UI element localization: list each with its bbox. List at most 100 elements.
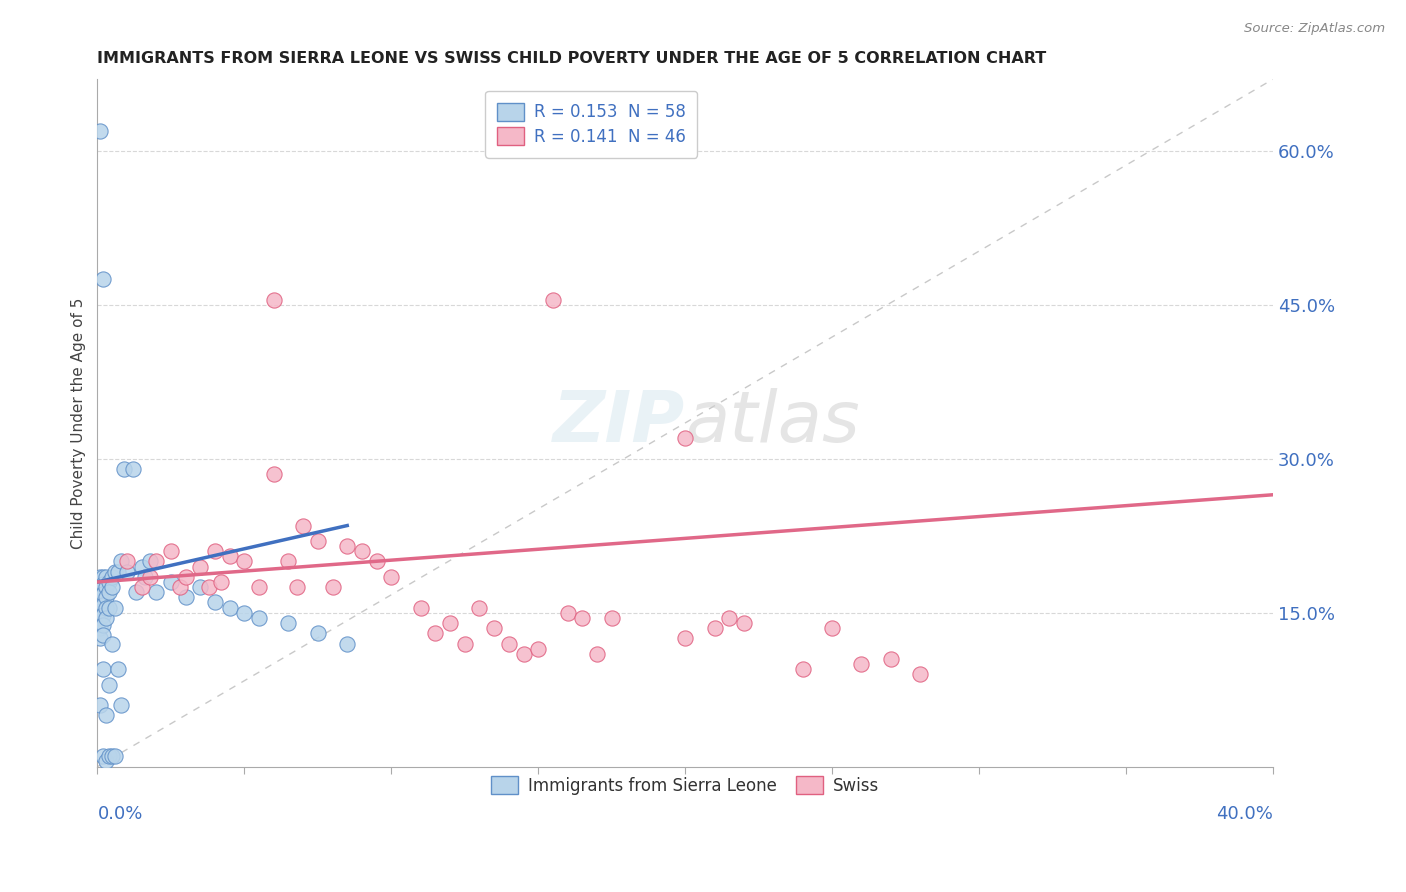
Point <box>107 565 129 579</box>
Point <box>571 611 593 625</box>
Text: 0.0%: 0.0% <box>97 805 143 823</box>
Point <box>174 591 197 605</box>
Point <box>93 628 115 642</box>
Text: Source: ZipAtlas.com: Source: ZipAtlas.com <box>1244 22 1385 36</box>
Point <box>409 600 432 615</box>
Point <box>98 574 121 589</box>
Point <box>89 611 111 625</box>
Point <box>600 611 623 625</box>
Point <box>198 580 221 594</box>
Point <box>121 462 143 476</box>
Point <box>93 607 115 622</box>
Point <box>145 585 167 599</box>
Point <box>188 559 211 574</box>
Point <box>98 585 121 599</box>
Point <box>247 580 270 594</box>
Point <box>336 539 359 553</box>
Point <box>263 293 285 307</box>
Point <box>115 554 138 568</box>
Point <box>586 647 609 661</box>
Point <box>89 123 111 137</box>
Text: ZIP: ZIP <box>553 389 685 458</box>
Point <box>125 585 148 599</box>
Point <box>89 600 111 615</box>
Point <box>350 544 373 558</box>
Point <box>482 621 505 635</box>
Point <box>336 636 359 650</box>
Point <box>247 611 270 625</box>
Point <box>104 565 127 579</box>
Point <box>204 544 226 558</box>
Point <box>673 431 696 445</box>
Point <box>733 615 755 630</box>
Point <box>93 662 115 676</box>
Point <box>218 549 240 564</box>
Point <box>96 580 118 594</box>
Text: atlas: atlas <box>685 389 859 458</box>
Point <box>160 544 183 558</box>
Point <box>89 632 111 646</box>
Point <box>101 570 124 584</box>
Y-axis label: Child Poverty Under the Age of 5: Child Poverty Under the Age of 5 <box>72 297 86 549</box>
Point <box>96 755 118 769</box>
Point <box>145 554 167 568</box>
Point <box>89 591 111 605</box>
Point <box>366 554 388 568</box>
Point <box>131 559 153 574</box>
Point <box>277 554 299 568</box>
Point <box>188 580 211 594</box>
Point <box>557 606 579 620</box>
Point <box>673 632 696 646</box>
Point <box>101 749 124 764</box>
Point <box>209 574 232 589</box>
Point <box>98 600 121 615</box>
Point <box>93 272 115 286</box>
Point <box>98 677 121 691</box>
Point <box>96 611 118 625</box>
Point <box>425 626 447 640</box>
Point <box>703 621 725 635</box>
Point <box>131 580 153 594</box>
Text: IMMIGRANTS FROM SIERRA LEONE VS SWISS CHILD POVERTY UNDER THE AGE OF 5 CORRELATI: IMMIGRANTS FROM SIERRA LEONE VS SWISS CH… <box>97 51 1046 66</box>
Point <box>89 698 111 712</box>
Point <box>96 600 118 615</box>
Point <box>112 462 135 476</box>
Text: 40.0%: 40.0% <box>1216 805 1272 823</box>
Point <box>439 615 461 630</box>
Point <box>96 708 118 723</box>
Point <box>454 636 477 650</box>
Point <box>307 533 329 548</box>
Point <box>134 570 156 584</box>
Point <box>204 595 226 609</box>
Point <box>139 570 162 584</box>
Point <box>218 600 240 615</box>
Point <box>107 662 129 676</box>
Point <box>104 749 127 764</box>
Point <box>101 636 124 650</box>
Point <box>292 518 315 533</box>
Point <box>93 577 115 591</box>
Point <box>93 570 115 584</box>
Legend: Immigrants from Sierra Leone, Swiss: Immigrants from Sierra Leone, Swiss <box>479 764 891 806</box>
Point <box>98 749 121 764</box>
Point <box>160 574 183 589</box>
Point <box>93 598 115 612</box>
Point <box>277 615 299 630</box>
Point <box>468 600 491 615</box>
Point <box>512 647 534 661</box>
Point <box>851 657 873 671</box>
Point <box>89 580 111 594</box>
Point <box>110 698 132 712</box>
Point <box>380 570 402 584</box>
Point <box>821 621 844 635</box>
Point <box>96 570 118 584</box>
Point <box>89 570 111 584</box>
Point <box>104 600 127 615</box>
Point <box>498 636 520 650</box>
Point <box>169 580 191 594</box>
Point <box>101 580 124 594</box>
Point <box>115 565 138 579</box>
Point <box>792 662 814 676</box>
Point <box>322 580 344 594</box>
Point <box>233 606 256 620</box>
